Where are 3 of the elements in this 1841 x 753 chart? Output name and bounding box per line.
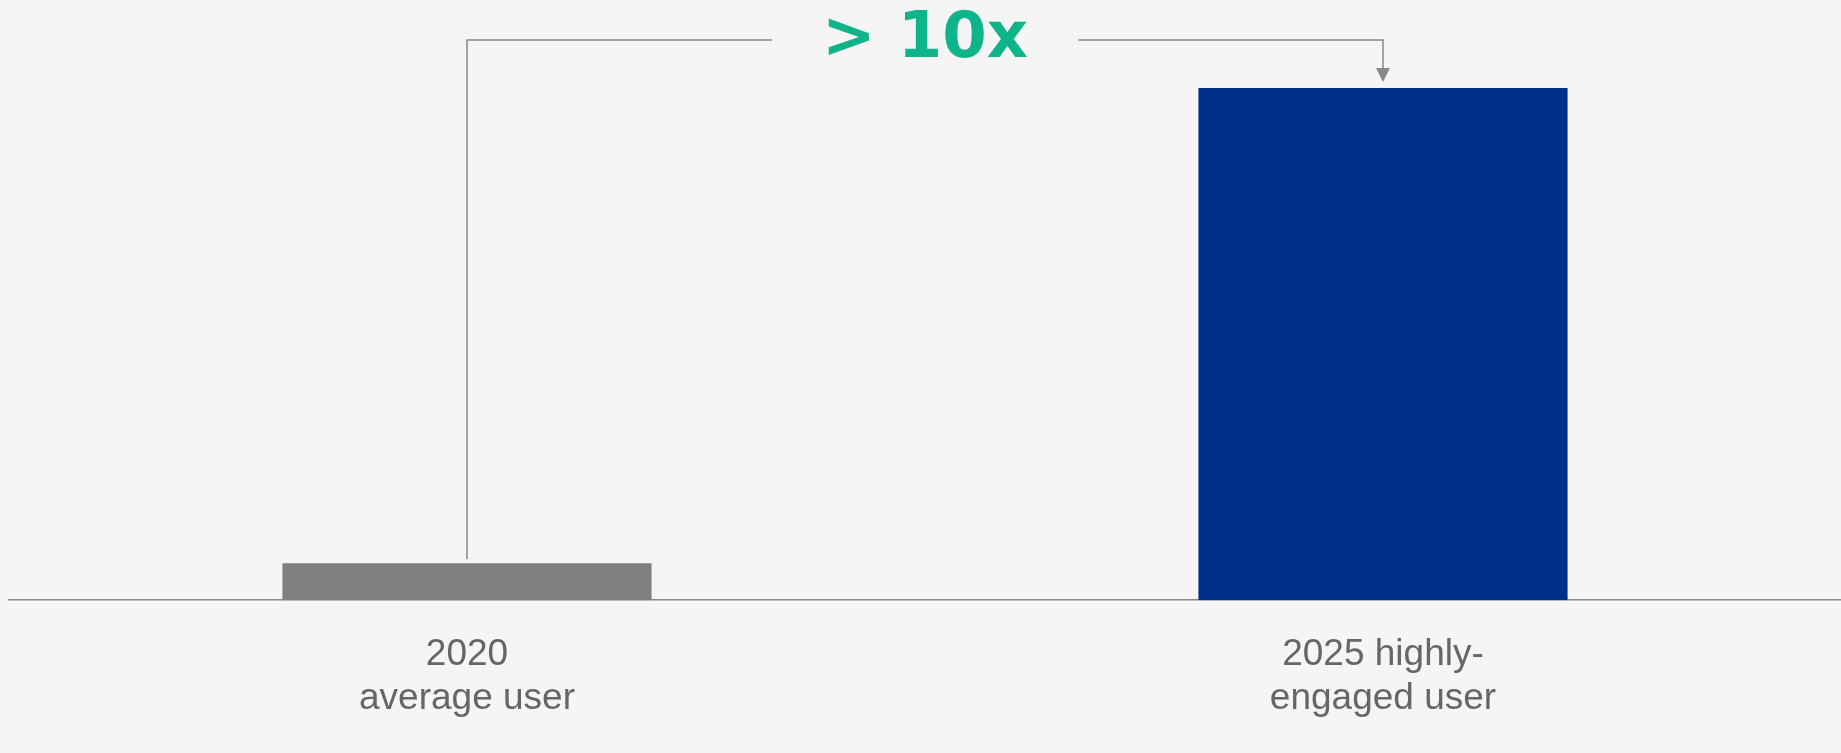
text: > 10x: [821, 0, 1029, 72]
x-tick-label: 2025 highly- engaged user: [1269, 631, 1497, 717]
x-tick-label: 2020 average user: [359, 631, 575, 717]
